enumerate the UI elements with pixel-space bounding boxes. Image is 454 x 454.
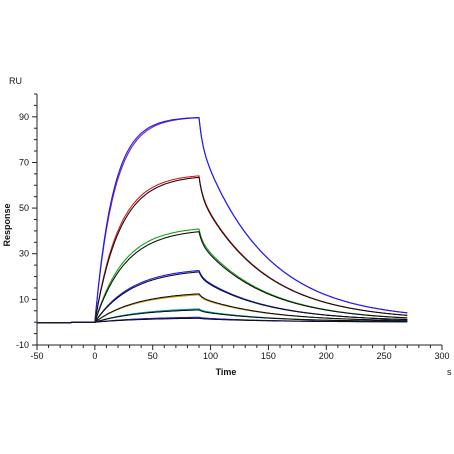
series-line-10 [37, 293, 408, 324]
y-axis-title: Response [2, 203, 12, 246]
y-tick-label: -10 [16, 340, 29, 350]
x-unit-label: s [447, 367, 452, 377]
series-line-4 [37, 176, 408, 324]
series-line-2 [37, 116, 408, 324]
series-layer [37, 116, 408, 324]
x-tick-label: 150 [261, 351, 276, 361]
x-tick-label: 100 [203, 351, 218, 361]
y-unit-label: RU [9, 76, 22, 86]
x-tick-label: -50 [30, 351, 43, 361]
y-axis-ticks: -10 10 30 50 70 90 [16, 93, 37, 350]
x-tick-label: 250 [377, 351, 392, 361]
series-line-8 [37, 271, 408, 324]
series-line-7 [37, 269, 408, 324]
y-tick-label: 90 [19, 112, 29, 122]
x-tick-label: 50 [148, 351, 158, 361]
series-line-1 [37, 117, 408, 324]
series-line-12 [37, 309, 408, 324]
series-line-6 [37, 231, 408, 324]
x-tick-label: 0 [92, 351, 97, 361]
x-tick-label: 300 [434, 351, 449, 361]
y-tick-label: 30 [19, 249, 29, 259]
x-axis-ticks: -50 0 50 100 150 200 250 300 [30, 345, 450, 361]
y-tick-label: 10 [19, 294, 29, 304]
y-tick-label: 50 [19, 203, 29, 213]
x-tick-label: 200 [319, 351, 334, 361]
series-line-3 [37, 175, 408, 324]
x-axis-title: Time [216, 367, 237, 377]
y-tick-label: 70 [19, 157, 29, 167]
series-line-14 [37, 317, 408, 324]
